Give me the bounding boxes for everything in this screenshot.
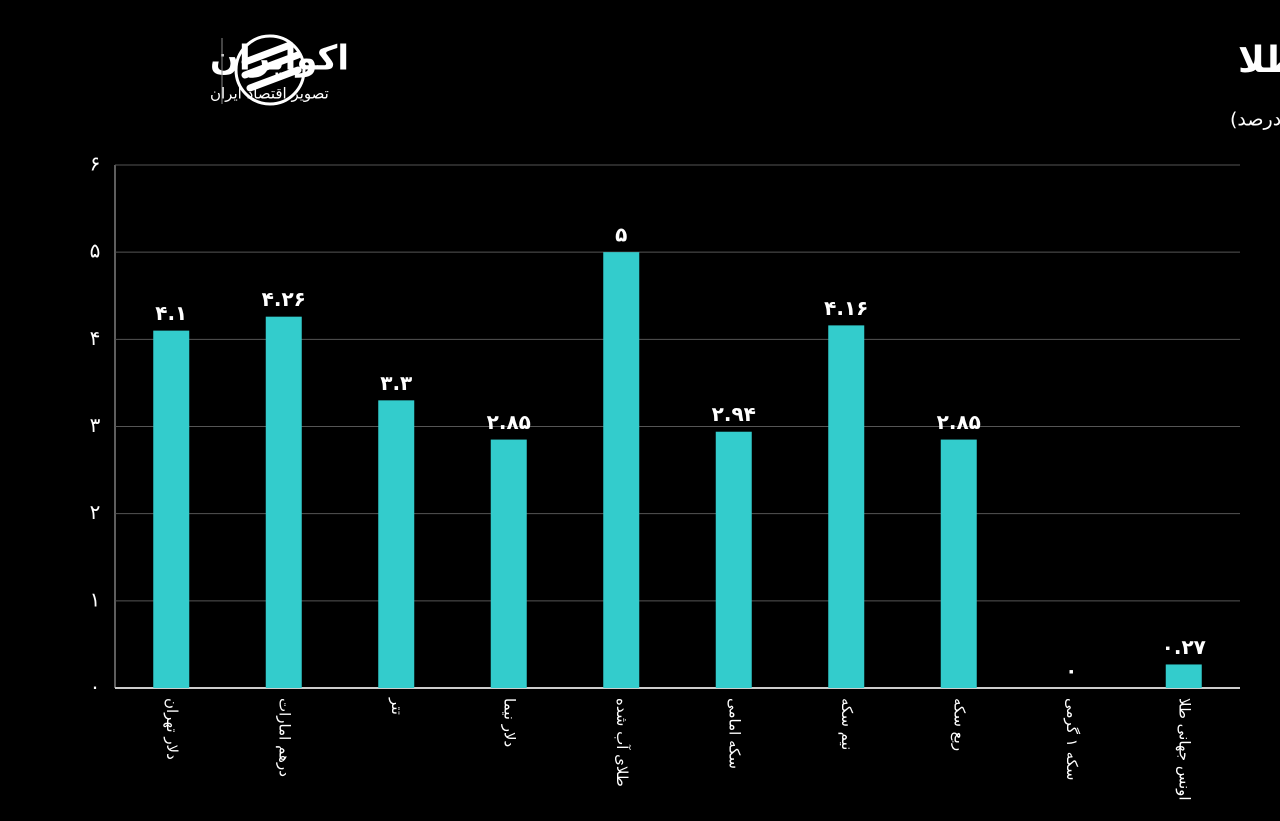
x-tick-label: ربع سکه	[950, 698, 968, 751]
y-tick-label: ۶	[90, 152, 101, 176]
bar	[1165, 664, 1202, 688]
x-tick-label: اونس جهانی طلا	[1175, 698, 1193, 801]
value-label: ۴.۱۶	[824, 296, 868, 320]
value-label: ۴.۲۶	[262, 287, 306, 311]
value-label: ۲.۸۵	[937, 410, 981, 434]
value-label: ۳.۳	[380, 371, 412, 395]
value-label: ۴.۱	[155, 301, 187, 325]
logo-icon-stripes	[241, 41, 302, 92]
value-label: ۵	[615, 223, 627, 247]
y-tick-label: ۴	[90, 326, 101, 350]
y-tick-label: ۱	[90, 587, 101, 611]
bar	[490, 439, 527, 688]
bar	[603, 252, 640, 688]
value-label: ۲.۹۴	[712, 402, 756, 426]
bar	[265, 316, 302, 688]
chart-title: تغییرات هفتگی بازار ارز و طلا	[1238, 39, 1280, 81]
logo-tagline: تصویر اقتصاد ایران	[210, 85, 329, 103]
x-tick-label: دلار نیما	[500, 698, 518, 747]
x-tick-label: سکه امامی	[725, 698, 743, 769]
value-label: ۲.۸۵	[487, 410, 531, 434]
x-tick-label: سکه ۱ گرمی	[1063, 698, 1081, 780]
value-label: ۰	[1065, 659, 1077, 683]
y-tick-label: ۲	[90, 500, 101, 524]
bar	[153, 330, 190, 688]
logo-icon	[234, 34, 306, 106]
bar	[940, 439, 977, 688]
chart-subtitle: (واحد: درصد)	[1230, 109, 1280, 131]
y-tick-label: ۳	[90, 413, 101, 437]
value-label: ۰.۲۷	[1162, 635, 1206, 659]
y-tick-label: ۵	[90, 239, 101, 263]
x-tick-label: دلار تهران	[163, 698, 181, 760]
x-tick-label: نیم سکه	[838, 698, 856, 750]
bar	[828, 325, 865, 688]
bar	[378, 400, 415, 688]
bar	[715, 431, 752, 688]
y-tick-label: ۰	[90, 675, 101, 699]
x-tick-label: تتر	[388, 697, 406, 715]
x-tick-label: درهم امارات	[275, 698, 293, 777]
logo: اکوایران تصویر اقتصاد ایران	[210, 34, 349, 106]
x-tick-label: طلای آب شده	[613, 698, 631, 787]
